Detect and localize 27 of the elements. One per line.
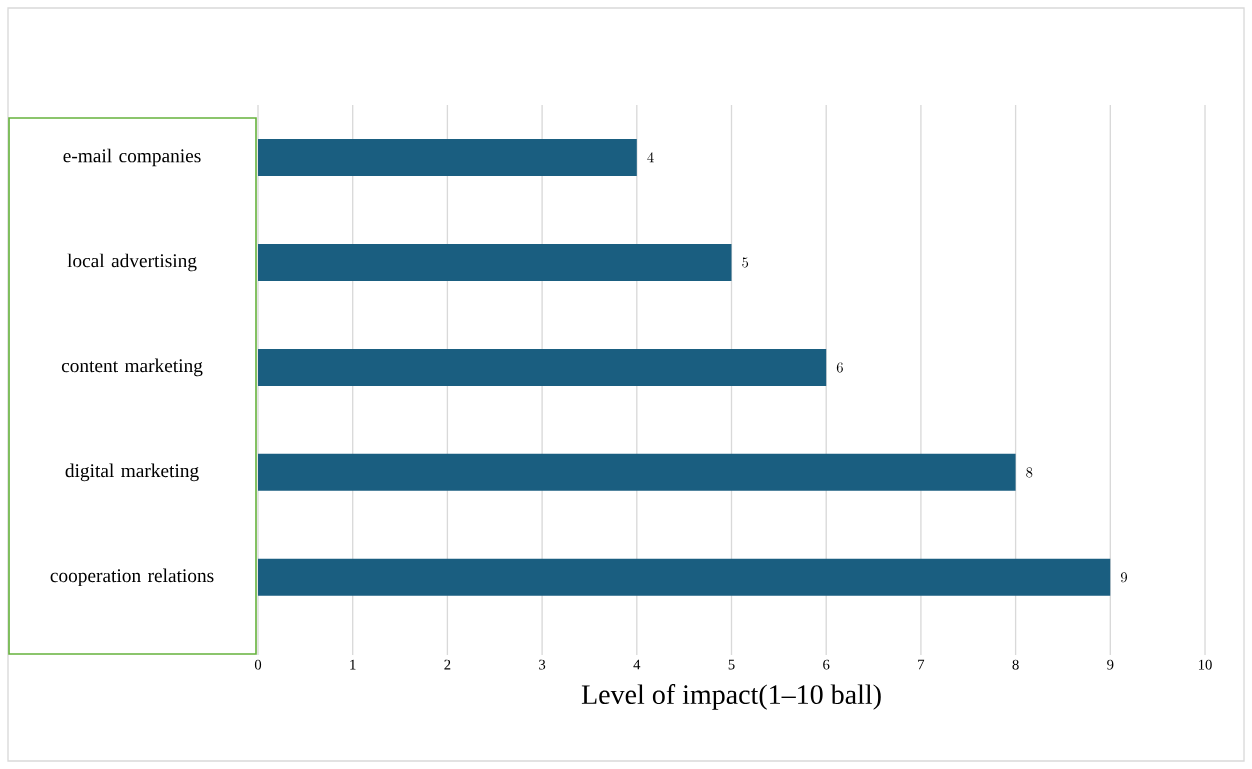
x-tick-label: 4 [633, 659, 641, 670]
y-tick-label: e-mail companies [63, 148, 201, 167]
x-tick-label: 6 [823, 659, 830, 670]
data-label: 8 [1026, 467, 1033, 478]
bar [258, 558, 1111, 596]
y-tick-label: digital marketing [65, 463, 199, 482]
y-tick-label: cooperation relations [50, 568, 214, 587]
data-label: 5 [742, 257, 749, 268]
bar [258, 453, 1016, 491]
bar [258, 243, 732, 281]
x-tick-label: 2 [444, 659, 451, 670]
x-tick-label: 1 [350, 659, 356, 670]
x-tick-label: 10 [1198, 659, 1212, 670]
y-tick-label: local advertising [67, 253, 197, 272]
x-tick-label: 3 [539, 659, 546, 670]
data-label: 4 [647, 152, 654, 163]
x-tick-label: 9 [1107, 659, 1114, 670]
x-tick-label: 8 [1012, 659, 1019, 670]
x-tick-label: 0 [254, 659, 262, 670]
x-tick-label: 7 [918, 659, 925, 670]
data-label: 6 [836, 362, 843, 373]
data-label: 9 [1120, 572, 1128, 583]
x-axis-title: Level of impact(1–10 ball) [581, 684, 881, 710]
bar [258, 138, 637, 176]
x-tick-label: 5 [728, 659, 735, 670]
y-tick-label: content marketing [61, 358, 203, 377]
bar [258, 348, 827, 386]
